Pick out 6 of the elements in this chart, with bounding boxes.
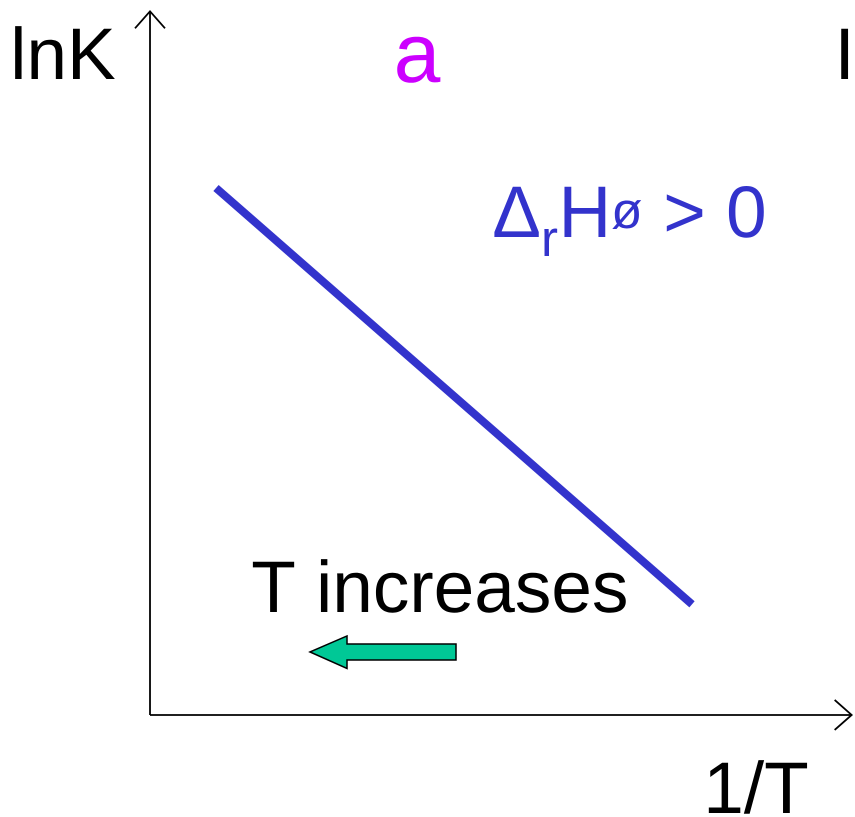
y-axis-title: lnK xyxy=(15,26,115,79)
chart-title: a xyxy=(397,36,440,83)
text: I xyxy=(841,28,848,79)
annotation: T increases xyxy=(252,559,626,613)
annotation: Δ$_{r}$H$^{ø}$ > 0 xyxy=(494,186,764,256)
x-axis-title: 1/T xyxy=(708,760,808,814)
